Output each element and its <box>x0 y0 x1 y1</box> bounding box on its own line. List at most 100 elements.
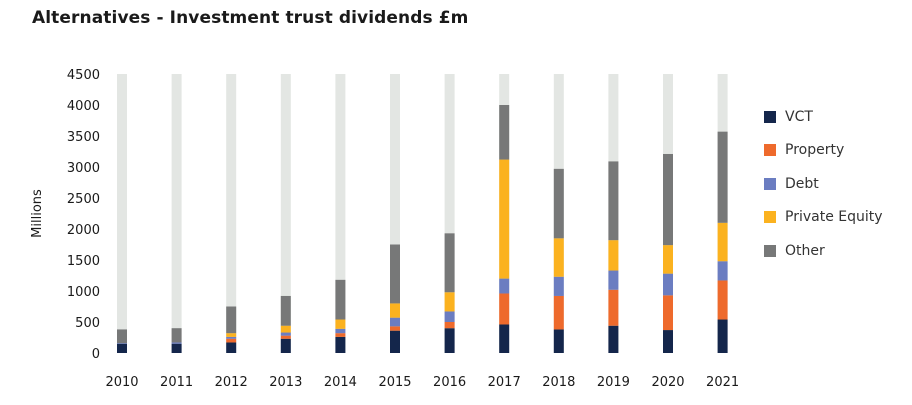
bar-segment-other <box>663 153 673 246</box>
y-tick-label: 4500 <box>67 68 100 83</box>
bar-segment-debt <box>117 343 127 344</box>
legend-item: Other <box>764 234 883 268</box>
x-tick-label: 2012 <box>215 375 248 390</box>
bar-segment-private-equity <box>553 238 564 277</box>
y-axis-label: Millions <box>30 189 45 238</box>
bar-segment-debt <box>553 276 564 296</box>
bar-segment-property <box>553 295 564 330</box>
bar-segment-vct <box>553 329 564 353</box>
bar-segment-private-equity <box>499 159 510 279</box>
legend-swatch <box>764 211 776 224</box>
background-bar <box>117 74 127 353</box>
bar-segment-debt <box>499 278 510 294</box>
x-tick-label: 2019 <box>597 375 630 390</box>
bar-segment-property <box>335 333 346 337</box>
background-bars <box>117 74 728 353</box>
y-axis-ticks: 0 500 1000 1500 2000 2500 3000 3500 4000 4500 <box>67 68 100 362</box>
bar-segment-other <box>608 161 619 241</box>
bar-segment-debt <box>335 328 346 334</box>
legend-item: VCT <box>764 100 883 134</box>
bar-segment-private-equity <box>608 240 619 271</box>
y-tick-label: 500 <box>75 316 100 331</box>
bar-segment-other <box>335 279 346 320</box>
bar-segment-other <box>444 233 455 293</box>
legend-label: Private Equity <box>785 209 883 226</box>
legend-swatch <box>764 144 776 157</box>
legend-label: VCT <box>785 108 813 125</box>
x-tick-label: 2017 <box>488 375 521 390</box>
legend-label: Debt <box>785 175 819 192</box>
x-tick-label: 2015 <box>378 375 411 390</box>
bar-segment-debt <box>226 336 237 339</box>
bar-segment-vct <box>335 336 346 353</box>
bar-segment-other <box>171 328 182 343</box>
x-axis-ticks: 2010 2011 2012 2013 2014 2015 2016 2017 2018 2019… <box>105 375 739 390</box>
legend-swatch <box>764 110 776 123</box>
y-tick-label: 1500 <box>67 254 100 269</box>
bar-segment-other <box>390 244 400 304</box>
y-tick-label: 2000 <box>67 223 100 238</box>
y-tick-label: 0 <box>92 347 100 362</box>
y-tick-label: 2500 <box>67 192 100 207</box>
bar-segment-other <box>499 105 510 160</box>
bar-segment-property <box>499 293 510 325</box>
x-tick-label: 2018 <box>542 375 575 390</box>
bar-segment-private-equity <box>390 303 400 318</box>
bar-segment-vct <box>280 338 291 353</box>
background-bar <box>444 74 455 353</box>
legend-swatch <box>764 177 776 190</box>
background-bar <box>226 74 237 353</box>
bar-segment-private-equity <box>663 245 673 274</box>
bar-segment-property <box>608 289 619 326</box>
bar-segment-other <box>280 295 291 326</box>
x-tick-label: 2010 <box>105 375 138 390</box>
y-tick-label: 1000 <box>67 285 100 300</box>
bar-segment-vct <box>171 343 182 353</box>
x-tick-label: 2011 <box>160 375 193 390</box>
bar-segment-vct <box>663 330 673 353</box>
bar-segment-vct <box>717 319 728 353</box>
bar-segment-property <box>717 280 728 320</box>
bar-segment-debt <box>171 342 182 344</box>
bar-segment-other <box>717 131 728 223</box>
y-tick-label: 4000 <box>67 99 100 114</box>
bar-segment-private-equity <box>280 325 291 333</box>
legend-item: Debt <box>764 167 883 201</box>
bar-segment-vct <box>226 342 237 353</box>
bar-segment-vct <box>117 343 127 353</box>
background-bar <box>171 74 182 353</box>
x-tick-label: 2013 <box>269 375 302 390</box>
legend: VCT Property Debt Private Equity Other <box>764 100 883 268</box>
background-bar <box>280 74 291 353</box>
bar-segment-other <box>553 168 564 239</box>
x-tick-label: 2016 <box>433 375 466 390</box>
bar-segment-debt <box>390 317 400 327</box>
bar-segment-property <box>444 322 455 329</box>
bar-segment-property <box>663 295 673 331</box>
y-tick-label: 3000 <box>67 161 100 176</box>
bar-segment-private-equity <box>226 333 237 337</box>
bar-segment-vct <box>444 328 455 353</box>
bar-segment-other <box>226 306 237 334</box>
chart-title: Alternatives - Investment trust dividend… <box>32 8 469 28</box>
bar-segment-property <box>280 335 291 339</box>
stacked-bars <box>117 105 728 353</box>
legend-label: Other <box>785 242 825 259</box>
legend-swatch <box>764 244 776 257</box>
x-tick-label: 2014 <box>324 375 357 390</box>
bar-segment-other <box>117 329 127 344</box>
bar-segment-private-equity <box>717 222 728 262</box>
bar-segment-vct <box>390 330 400 353</box>
bar-segment-debt <box>444 311 455 322</box>
bar-segment-property <box>390 326 400 331</box>
bar-segment-vct <box>499 324 510 353</box>
bar-segment-debt <box>663 273 673 296</box>
bar-segment-debt <box>608 270 619 290</box>
bar-segment-vct <box>608 325 619 353</box>
bar-segment-debt <box>717 261 728 281</box>
bar-segment-debt <box>280 332 291 336</box>
x-tick-label: 2020 <box>651 375 684 390</box>
y-tick-label: 3500 <box>67 130 100 145</box>
background-bar <box>335 74 346 353</box>
